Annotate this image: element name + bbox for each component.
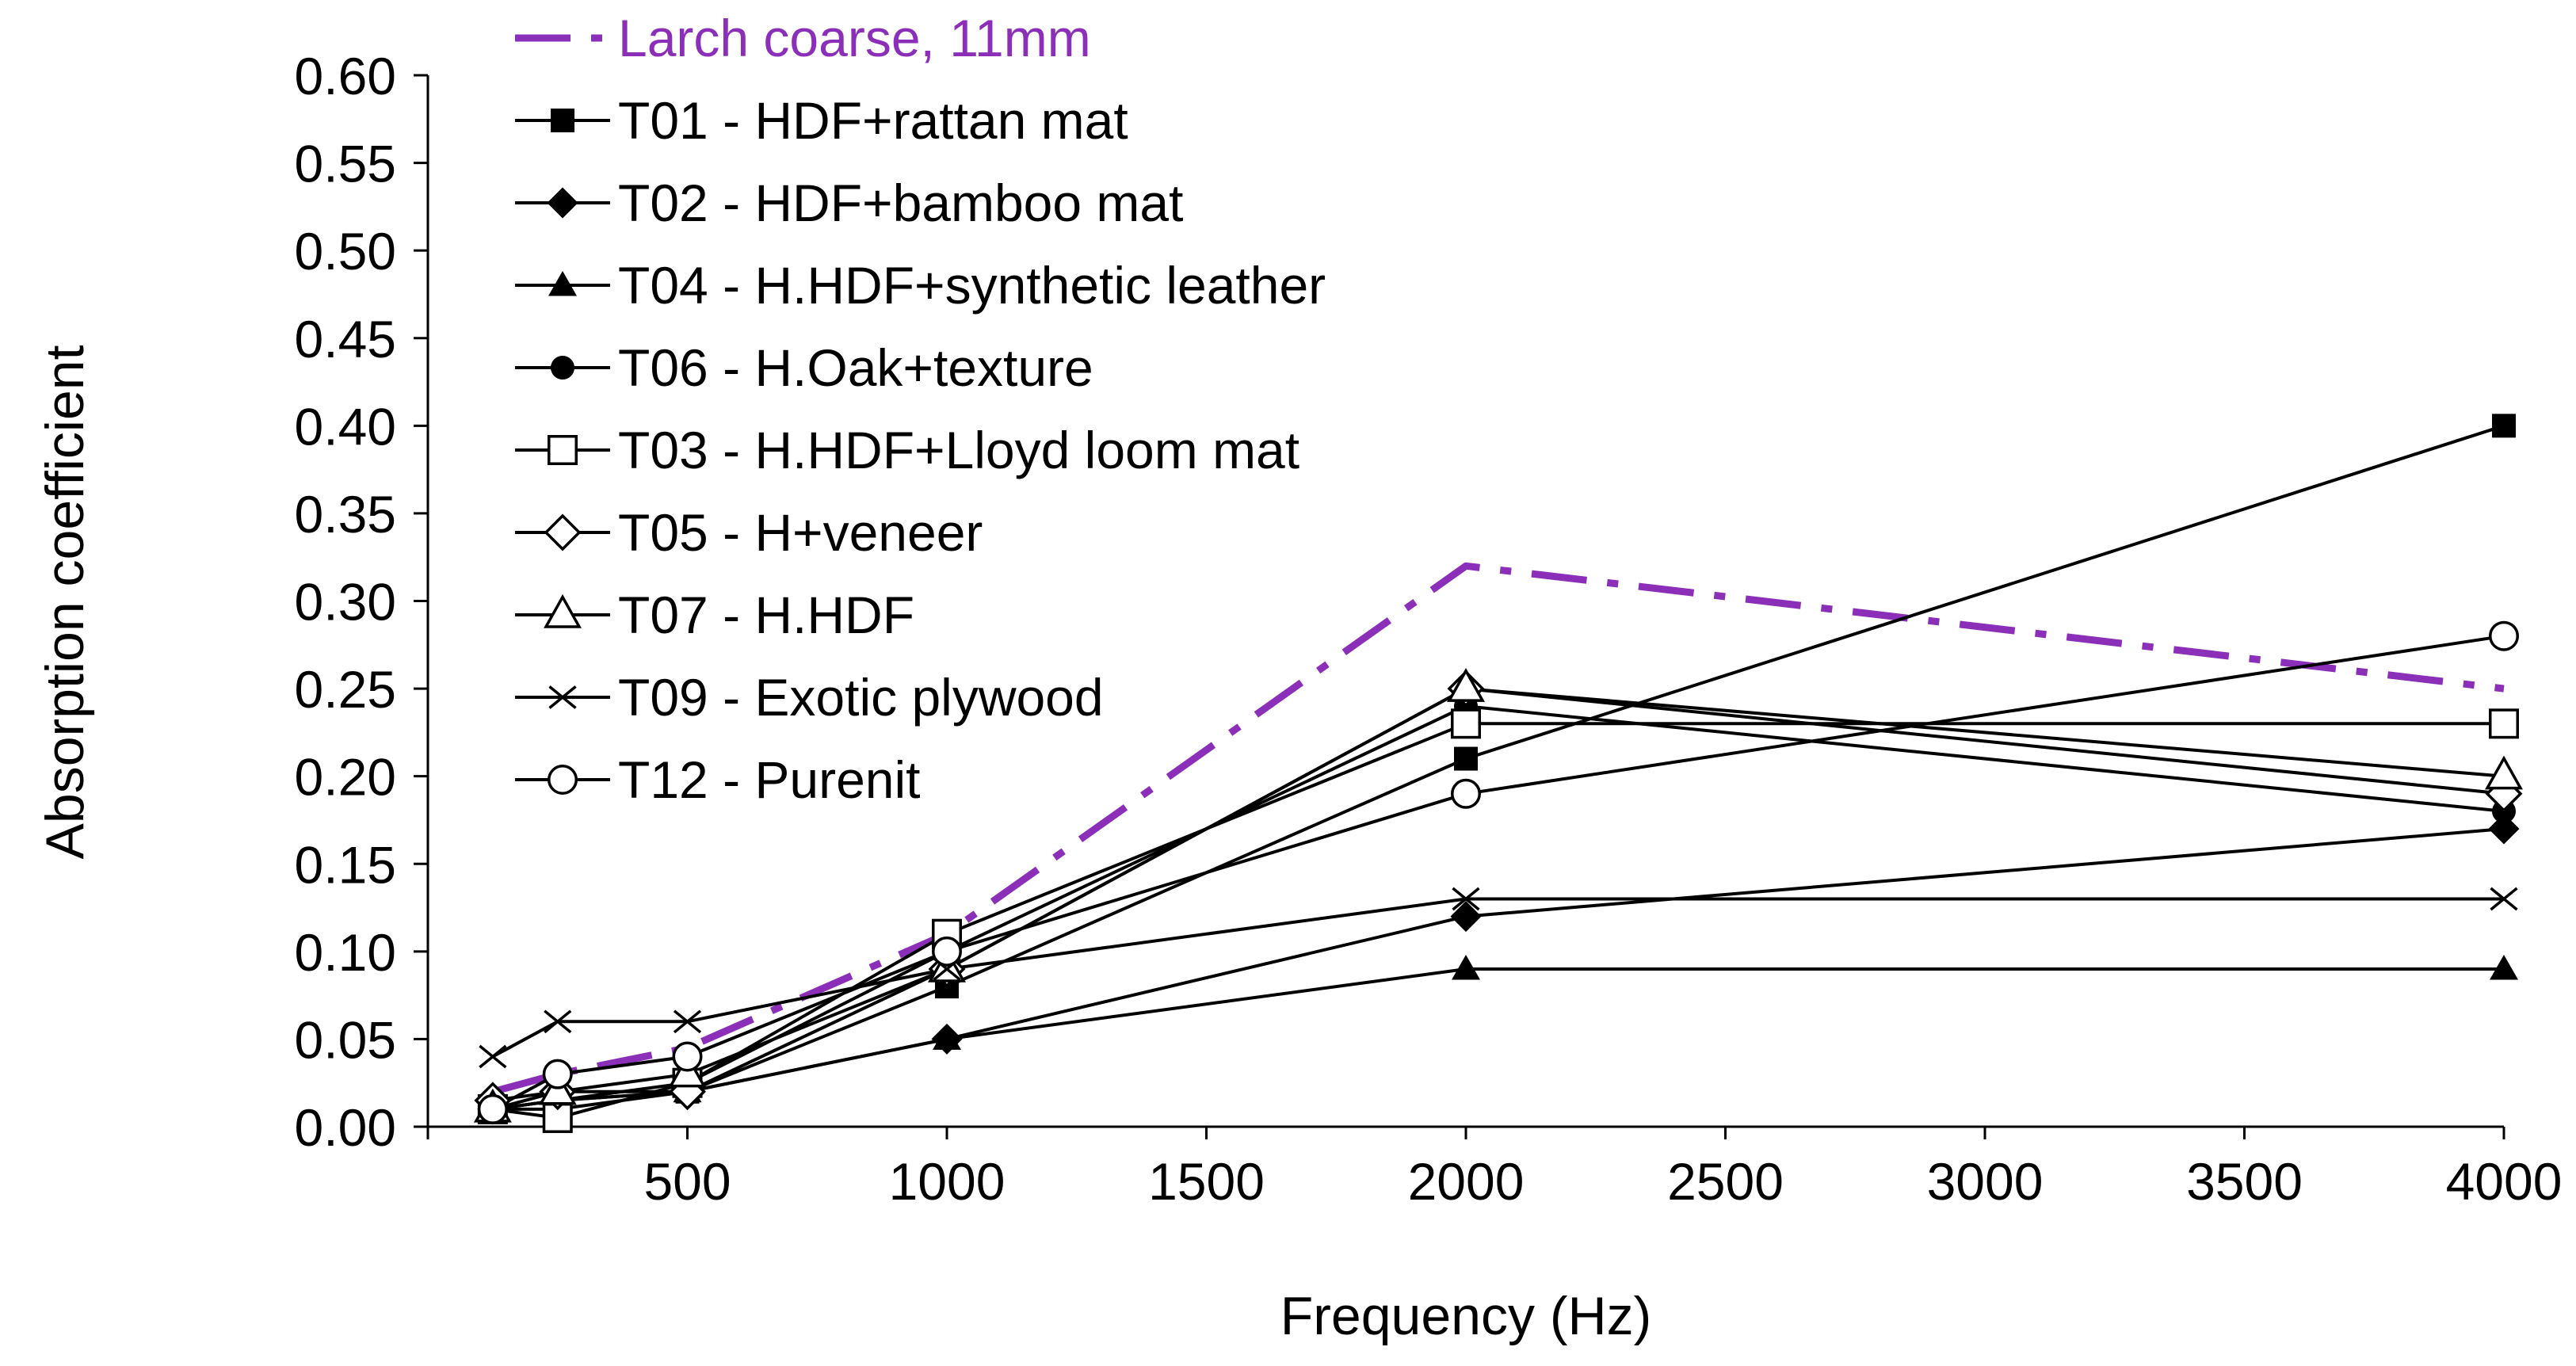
y-tick-label: 0.50: [295, 222, 396, 280]
data-point-t02: [1450, 901, 1482, 933]
series-line-t04: [492, 967, 2504, 1111]
legend-item: T03 - H.HDF+Lloyd loom mat: [515, 421, 1299, 479]
legend-marker: [544, 593, 582, 628]
legend-item: T06 - H.Oak+texture: [515, 338, 1093, 397]
legend-item: T12 - Purenit: [515, 750, 921, 809]
legend: Larch coarse, 11mm T01 - HDF+rattan mat T0…: [515, 9, 1326, 809]
y-tick-label: 0.10: [295, 923, 396, 982]
data-point-t09: [673, 1009, 702, 1034]
legend-item: T04 - H.HDF+synthetic leather: [515, 256, 1326, 315]
legend-item: T07 - H.HDF: [515, 586, 914, 644]
legend-label: Larch coarse, 11mm: [618, 9, 1091, 67]
legend-label: T05 - H+veneer: [618, 503, 983, 562]
legend-label: T04 - H.HDF+synthetic leather: [618, 256, 1326, 315]
y-tick-label: 0.25: [295, 660, 396, 719]
series-markers: [473, 414, 2523, 1133]
data-point-t12: [1451, 778, 1481, 809]
y-tick-label: 0.20: [295, 748, 396, 807]
data-point-t12: [932, 936, 962, 967]
y-tick-label: 0.60: [295, 47, 396, 105]
x-tick-label: 2500: [1667, 1152, 1784, 1211]
data-point-t09: [2490, 887, 2518, 911]
data-point-t01: [2492, 414, 2516, 438]
y-tick-label: 0.05: [295, 1010, 396, 1069]
data-series: [473, 414, 2523, 1133]
legend-marker: [544, 513, 582, 551]
x-tick-label: 3500: [2186, 1152, 2303, 1211]
series-line-t09: [491, 897, 2504, 1059]
data-point-t03: [2489, 708, 2519, 739]
legend-item: T02 - HDF+bamboo mat: [515, 174, 1183, 232]
y-tick-label: 0.00: [295, 1098, 396, 1157]
legend-marker: [551, 356, 574, 380]
y-axis-label: Absorption coefficient: [35, 345, 95, 859]
x-tick-label: 4000: [2446, 1152, 2563, 1211]
legend-marker: [547, 187, 578, 219]
y-tick-label: 0.15: [295, 835, 396, 894]
legend-item: T01 - HDF+rattan mat: [515, 91, 1128, 150]
x-tick-label: 3000: [1927, 1152, 2044, 1211]
y-tick-label: 0.35: [295, 485, 396, 544]
data-point-t09: [544, 1009, 572, 1034]
legend-item: Larch coarse, 11mm: [515, 9, 1091, 67]
legend-label: T02 - HDF+bamboo mat: [618, 174, 1183, 232]
data-point-t09: [479, 1044, 507, 1069]
data-point-t04: [933, 1024, 961, 1050]
legend-item: T09 - Exotic plywood: [515, 668, 1104, 727]
legend-marker: [548, 271, 577, 296]
axes: 0.00 0.05 0.10 0.15 0.20 0.25 0.30 0.35 0.40 0.45…: [35, 47, 2562, 1346]
y-tick-label: 0.30: [295, 573, 396, 631]
x-tick-label: 2000: [1408, 1152, 1525, 1211]
series-line-larch-coarse: [491, 562, 2505, 1096]
data-point-t12: [542, 1059, 573, 1089]
data-point-t04: [1452, 954, 1480, 980]
legend-label: T03 - H.HDF+Lloyd loom mat: [618, 421, 1299, 479]
data-point-t04: [2490, 954, 2518, 980]
data-point-t07: [2485, 755, 2523, 790]
data-point-t02: [2488, 813, 2520, 845]
data-point-t01: [1454, 746, 1478, 771]
y-tick-label: 0.55: [295, 135, 396, 193]
y-tick-label: 0.45: [295, 310, 396, 368]
y-axis-ticks: 0.00 0.05 0.10 0.15 0.20 0.25 0.30 0.35 0.40 0.45…: [295, 47, 428, 1157]
data-point-t12: [2489, 620, 2519, 651]
legend-marker: [551, 109, 574, 132]
legend-label: T07 - H.HDF: [618, 586, 914, 644]
data-point-t12: [477, 1093, 508, 1124]
y-tick-label: 0.40: [295, 397, 396, 456]
x-tick-label: 500: [643, 1152, 731, 1211]
legend-marker: [548, 435, 578, 465]
legend-marker: [548, 765, 578, 795]
legend-label: T06 - H.Oak+texture: [618, 338, 1093, 397]
x-tick-label: 1000: [889, 1152, 1006, 1211]
data-point-t03: [1451, 708, 1481, 739]
legend-label: T01 - HDF+rattan mat: [618, 91, 1128, 150]
x-axis-label: Frequency (Hz): [1280, 1286, 1652, 1346]
legend-label: T12 - Purenit: [618, 750, 921, 809]
x-axis-ticks: 500 1000 1500 2000 2500 3000 3500 4000: [426, 1127, 2563, 1211]
x-tick-label: 1500: [1148, 1152, 1265, 1211]
data-point-t09: [1452, 887, 1480, 911]
legend-marker: [548, 685, 577, 709]
data-point-t07: [1447, 668, 1485, 702]
data-point-t12: [672, 1041, 703, 1072]
legend-item: T05 - H+veneer: [515, 503, 983, 562]
legend-label: T09 - Exotic plywood: [618, 668, 1104, 727]
